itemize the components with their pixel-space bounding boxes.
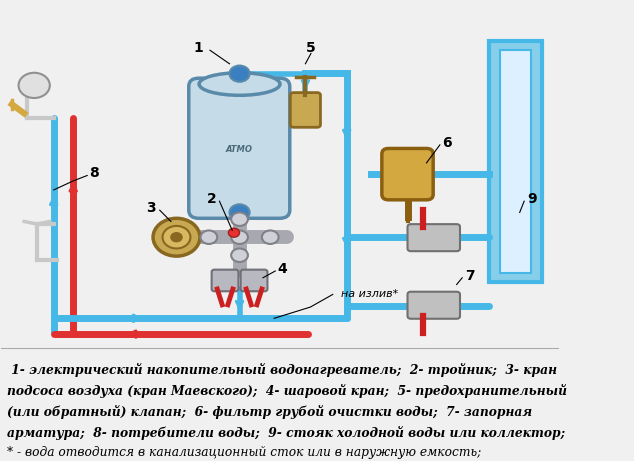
Circle shape xyxy=(162,226,190,248)
Bar xyxy=(500,50,531,273)
Circle shape xyxy=(231,248,248,262)
Text: 1: 1 xyxy=(194,41,204,55)
Text: арматура;  8- потребители воды;  9- стояк холодной воды или коллектор;: арматура; 8- потребители воды; 9- стояк … xyxy=(8,426,566,439)
Text: 8: 8 xyxy=(89,166,100,180)
FancyBboxPatch shape xyxy=(408,224,460,251)
FancyBboxPatch shape xyxy=(189,78,290,219)
Bar xyxy=(489,41,542,282)
FancyBboxPatch shape xyxy=(241,270,268,291)
Text: 3: 3 xyxy=(146,201,156,215)
Circle shape xyxy=(171,233,182,242)
Text: (или обратный) клапан;  6- фильтр грубой очистки воды;  7- запорная: (или обратный) клапан; 6- фильтр грубой … xyxy=(8,405,533,419)
Text: 7: 7 xyxy=(465,268,474,283)
Circle shape xyxy=(262,230,278,244)
Circle shape xyxy=(18,73,50,98)
Text: на излив*: на излив* xyxy=(341,289,398,299)
Text: 5: 5 xyxy=(306,41,316,55)
Circle shape xyxy=(230,65,250,82)
Text: 9: 9 xyxy=(527,192,537,206)
Circle shape xyxy=(153,219,200,256)
Text: 2: 2 xyxy=(207,192,217,206)
Circle shape xyxy=(228,228,240,237)
Ellipse shape xyxy=(199,73,280,95)
Circle shape xyxy=(231,230,248,244)
Text: подсоса воздуха (кран Маевского);  4- шаровой кран;  5- предохранительный: подсоса воздуха (кран Маевского); 4- шар… xyxy=(8,384,567,398)
Text: * - вода отводится в канализационный сток или в наружную емкость;: * - вода отводится в канализационный сто… xyxy=(8,446,482,459)
Circle shape xyxy=(230,204,250,220)
FancyBboxPatch shape xyxy=(290,93,320,127)
FancyBboxPatch shape xyxy=(382,148,433,200)
FancyBboxPatch shape xyxy=(408,292,460,319)
Text: 6: 6 xyxy=(443,136,452,150)
Text: 4: 4 xyxy=(278,262,287,276)
FancyBboxPatch shape xyxy=(212,270,238,291)
Circle shape xyxy=(231,213,248,226)
Text: 1- электрический накопительный водонагреватель;  2- тройник;  3- кран: 1- электрический накопительный водонагре… xyxy=(8,363,557,378)
Circle shape xyxy=(200,230,217,244)
Text: ATMO: ATMO xyxy=(226,145,253,154)
